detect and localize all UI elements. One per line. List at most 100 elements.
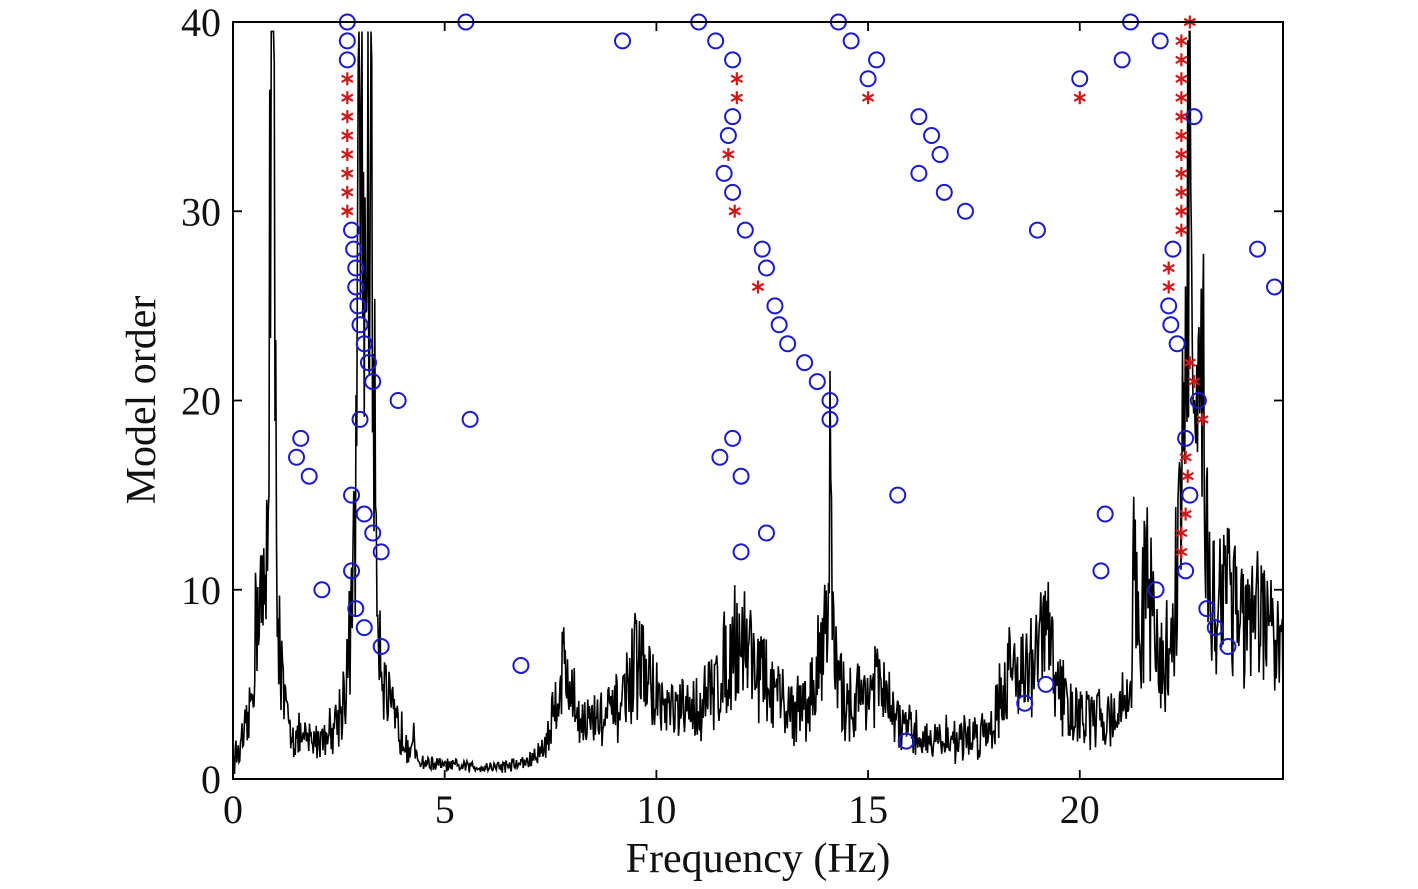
unstable-pole-marker [736,221,754,239]
ticks-layer: 0 5 10 15 20 0 10 20 30 40 [181,0,1283,832]
unstable-pole-marker [1177,429,1195,447]
stable-pole-marker [341,166,354,180]
unstable-pole-marker [359,354,377,372]
unstable-pole-marker [766,297,784,315]
unstable-pole-marker [351,410,369,428]
stable-pole-marker [1175,34,1188,48]
unstable-pole-marker [1266,278,1284,296]
unstable-pole-marker [707,32,725,50]
unstable-pole-marker [461,410,479,428]
stable-pole-marker [1162,261,1175,275]
marks-layer [288,13,1284,750]
unstable-pole-marker [770,316,788,334]
x-tick-label: 15 [848,787,888,832]
stable-pole-marker [1175,72,1188,86]
unstable-pole-marker [821,410,839,428]
unstable-pole-marker [347,278,365,296]
unstable-pole-marker [1092,562,1110,580]
unstable-pole-marker [1164,240,1182,258]
unstable-pole-marker [724,51,742,69]
unstable-pole-marker [355,505,373,523]
stable-pole-marker [1175,91,1188,105]
stable-pole-marker [341,185,354,199]
unstable-pole-marker [859,70,877,88]
unstable-pole-marker [1206,619,1224,637]
unstable-pole-marker [931,145,949,163]
unstable-pole-marker [711,448,729,466]
stable-pole-marker [730,91,744,105]
unstable-pole-marker [351,316,369,334]
unstable-pole-marker [753,240,771,258]
unstable-pole-marker [956,202,974,220]
stable-pole-marker [861,91,875,105]
unstable-pole-marker [1071,70,1089,88]
unstable-pole-marker [868,51,886,69]
stable-pole-marker [341,204,354,218]
stable-pole-marker [1162,280,1175,294]
stable-pole-marker [1073,91,1086,105]
unstable-pole-marker [842,32,860,50]
unstable-pole-marker [719,127,737,145]
unstable-pole-marker [1016,694,1034,712]
stable-pole-marker [751,280,765,294]
unstable-pole-marker [614,32,632,50]
unstable-pole-marker [313,581,331,599]
unstable-pole-marker [1189,392,1207,409]
unstable-pole-marker [757,259,775,277]
unstable-pole-marker [1037,675,1055,693]
stable-pole-marker [1175,545,1188,559]
unstable-pole-marker [292,429,310,447]
unstable-pole-marker [389,392,407,409]
stable-pole-marker [1175,110,1188,124]
unstable-pole-marker [1160,297,1178,315]
unstable-pole-marker [923,127,941,145]
unstable-pole-marker [821,392,839,409]
stable-pole-marker [1196,412,1209,426]
unstable-pole-marker [889,486,907,504]
unstable-pole-marker [1113,51,1131,69]
y-tick-label: 20 [181,379,221,424]
stable-pole-marker [1175,204,1188,218]
unstable-pole-marker [355,619,373,637]
stable-pole-marker [728,204,741,218]
stable-pole-marker [1183,356,1197,370]
unstable-pole-marker [1219,638,1237,656]
stable-pole-marker [1175,129,1188,143]
y-tick-label: 30 [181,189,221,234]
unstable-pole-marker [1249,240,1267,258]
unstable-pole-marker [1151,32,1169,50]
unstable-pole-marker [372,543,390,561]
unstable-pole-marker [1177,562,1195,580]
y-axis-label: Model order [119,296,165,505]
unstable-pole-marker [1147,581,1165,599]
spectrum-layer [232,30,1284,774]
unstable-pole-marker [715,164,733,182]
unstable-pole-marker [796,354,814,372]
unstable-pole-marker [1028,221,1046,239]
stable-pole-marker [1175,526,1188,540]
unstable-pole-marker [910,164,928,182]
stable-pole-marker [1175,185,1188,199]
y-tick-label: 40 [181,0,221,45]
unstable-pole-marker [724,108,742,126]
stable-pole-marker [341,110,354,124]
unstable-pole-marker [347,600,365,618]
spectrum-line [232,30,1284,774]
y-tick-label: 0 [201,757,221,802]
unstable-pole-marker [300,467,318,485]
stable-pole-marker [341,72,354,86]
unstable-pole-marker [808,373,826,391]
stable-pole-marker [1181,469,1194,483]
stable-pole-marker [1187,375,1201,389]
x-tick-label: 20 [1060,787,1100,832]
unstable-pole-marker [732,467,750,485]
unstable-pole-marker [910,108,928,126]
unstable-pole-marker [1168,335,1186,353]
x-tick-label: 10 [636,787,676,832]
y-tick-label: 10 [181,568,221,613]
stable-pole-marker [1175,223,1188,237]
unstable-pole-marker [364,373,382,391]
unstable-pole-marker [288,448,306,466]
